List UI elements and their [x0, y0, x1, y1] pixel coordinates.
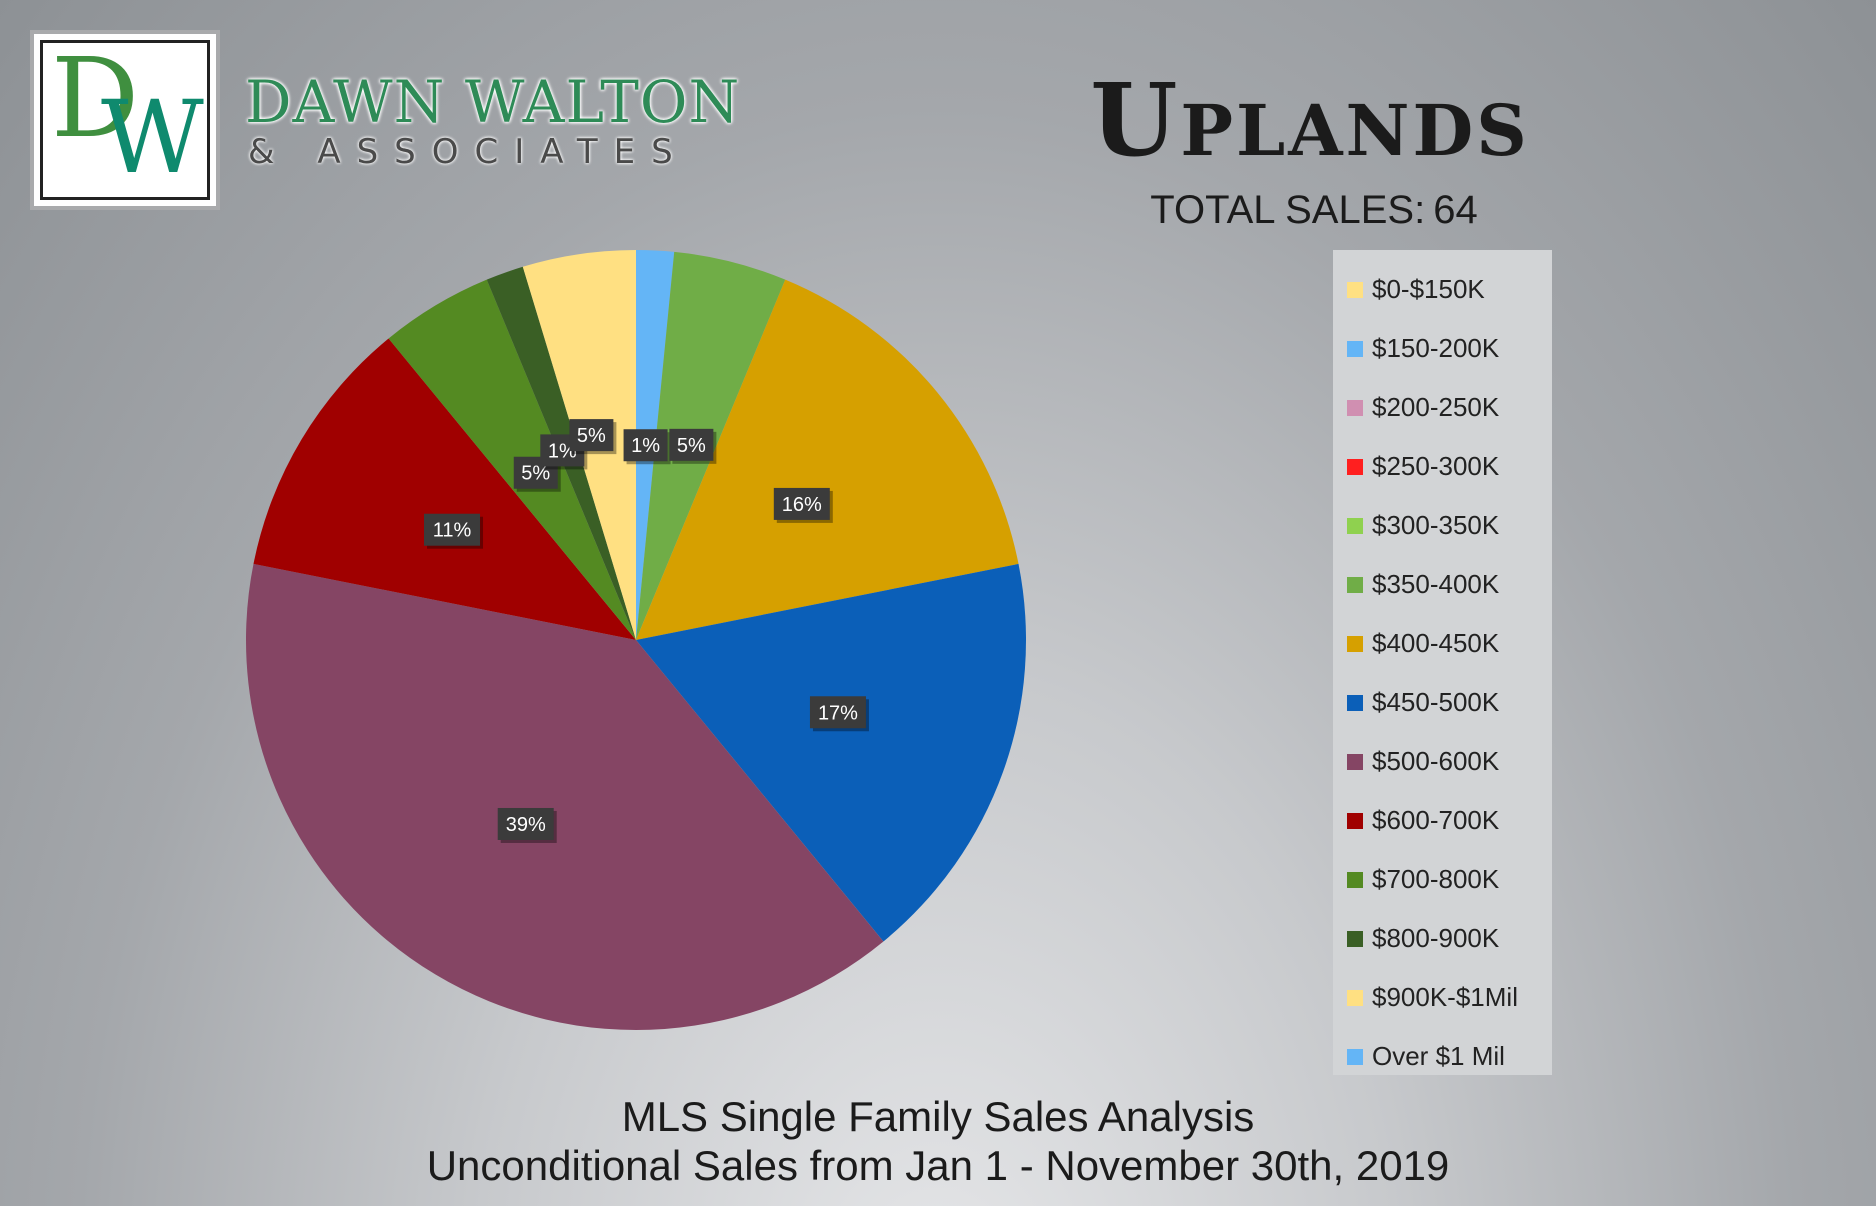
legend-swatch — [1347, 576, 1363, 593]
legend-swatch — [1347, 281, 1363, 298]
total-sales-label: TOTAL SALES: — [1150, 188, 1426, 232]
pie-data-labels: 1% 5%16%17%39%11%5%1%5% — [424, 419, 869, 843]
footer-line-2: Unconditional Sales from Jan 1 - Novembe… — [426, 1142, 1450, 1189]
legend-swatch — [1347, 753, 1363, 770]
legend-swatch — [1347, 399, 1363, 416]
pie-data-label: 5% — [569, 419, 617, 455]
legend-swatch — [1347, 517, 1363, 534]
pie-slice — [636, 563, 1026, 942]
legend-label: Over $1 Mil — [1372, 1041, 1505, 1071]
pie-slice — [636, 279, 1019, 640]
pie-data-label: 1% — [623, 429, 671, 465]
legend-item: Over $1 Mil — [1333, 1027, 1552, 1086]
pie-data-label: 11% — [424, 513, 484, 549]
label-box — [569, 419, 614, 452]
total-sales-value: 64 — [1433, 188, 1478, 232]
legend-item: $400-450K — [1333, 614, 1552, 673]
logo-frame: D W — [40, 40, 210, 200]
legend-swatch — [1347, 458, 1363, 475]
pie-slice — [253, 338, 636, 640]
brand-subtitle: & ASSOCIATES — [248, 132, 689, 172]
legend-item: $500-600K — [1333, 732, 1552, 791]
label-box — [809, 696, 866, 729]
legend-label: $450-500K — [1372, 687, 1500, 717]
pie-data-label: 39% — [497, 807, 557, 843]
legend-label: $800-900K — [1372, 923, 1500, 953]
chart-legend: $0-$150K $150-200K $200-250K $250-300K $300-… — [1333, 250, 1552, 1075]
pie-data-label: 16% — [773, 487, 833, 523]
label-text: 16% — [782, 494, 822, 516]
legend-swatch — [1347, 1048, 1363, 1065]
legend-item: $700-800K — [1333, 850, 1552, 909]
legend-item: $200-250K — [1333, 378, 1552, 437]
legend-label: $300-350K — [1372, 510, 1500, 540]
label-text: 5% — [577, 425, 606, 447]
label-box — [497, 807, 554, 840]
footer-line-1: MLS Single Family Sales Analysis — [621, 1093, 1255, 1140]
legend-item: $0-$150K — [1333, 260, 1552, 319]
legend-label: $350-400K — [1372, 569, 1500, 599]
label-box — [669, 428, 714, 461]
total-sales: TOTAL SALES: 64 — [1000, 188, 1620, 233]
legend-label: $500-600K — [1372, 746, 1500, 776]
legend-swatch — [1347, 635, 1363, 652]
legend-item: $150-200K — [1333, 319, 1552, 378]
label-box — [424, 513, 481, 546]
legend-swatch — [1347, 871, 1363, 888]
label-text: 11% — [433, 520, 472, 542]
legend-label: $150-200K — [1372, 333, 1500, 363]
legend-item: $800-900K — [1333, 909, 1552, 968]
legend-swatch — [1347, 340, 1363, 357]
legend-label: $250-300K — [1372, 451, 1500, 481]
pie-slice — [388, 279, 636, 640]
legend-label: $0-$150K — [1372, 274, 1485, 304]
legend-item: $350-400K — [1333, 555, 1552, 614]
label-text: 1% — [631, 435, 660, 457]
page-title: Uplands — [1090, 61, 1530, 179]
legend-swatch — [1347, 989, 1363, 1006]
legend-item: $600-700K — [1333, 791, 1552, 850]
legend-item: $900K-$1Mil — [1333, 968, 1552, 1027]
legend-label: $700-800K — [1372, 864, 1500, 894]
label-text: 5% — [521, 463, 550, 485]
pie-slice — [246, 563, 884, 1030]
legend-label: $200-250K — [1372, 392, 1500, 422]
label-box — [623, 429, 668, 462]
legend-item: $250-300K — [1333, 437, 1552, 496]
legend-label: $400-450K — [1372, 628, 1500, 658]
label-text: 5% — [677, 435, 706, 457]
pie-data-label: 17% — [809, 696, 869, 732]
legend-item: $450-500K — [1333, 673, 1552, 732]
label-text: 39% — [506, 814, 546, 836]
legend-label: $600-700K — [1372, 805, 1500, 835]
logo: D W — [30, 30, 220, 210]
pie-slices — [246, 250, 1026, 1030]
legend-item: $300-350K — [1333, 496, 1552, 555]
label-text: 17% — [818, 702, 858, 724]
brand-name: DAWN WALTON — [245, 68, 741, 136]
logo-letter-w: W — [101, 79, 204, 196]
pie-data-label: 5% — [669, 428, 717, 464]
legend-label: $900K-$1Mil — [1372, 982, 1518, 1012]
legend-swatch — [1347, 694, 1363, 711]
legend-swatch — [1347, 812, 1363, 829]
logo-letter-d: D — [51, 40, 140, 162]
legend-swatch — [1347, 930, 1363, 947]
label-box — [773, 487, 830, 520]
